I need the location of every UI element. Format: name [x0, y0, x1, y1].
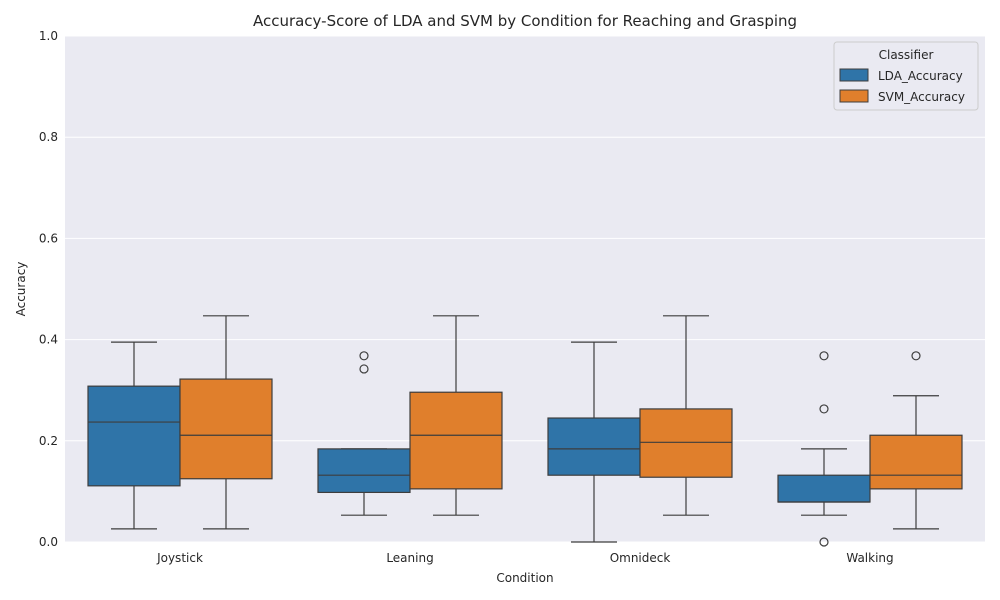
outlier-point: [819, 404, 829, 414]
box-lda-accuracy-walking: [777, 351, 871, 547]
legend: Classifier LDA_Accuracy SVM_Accuracy: [833, 41, 979, 111]
box-iqr: [547, 417, 641, 476]
box-iqr: [409, 391, 503, 490]
legend-swatch-svm: [839, 89, 869, 103]
x-tick-label: Joystick: [156, 551, 203, 565]
box-svm-accuracy-omnideck: [639, 315, 733, 516]
x-axis-ticks: Joystick Leaning Omnideck Walking: [156, 551, 894, 565]
y-tick-label: 0.2: [39, 434, 58, 448]
y-tick-label: 0.4: [39, 333, 58, 347]
box-iqr: [317, 448, 411, 494]
x-tick-label: Omnideck: [610, 551, 671, 565]
box-iqr: [87, 385, 181, 487]
y-axis-label: Accuracy: [14, 262, 28, 317]
y-tick-label: 0.6: [39, 231, 58, 245]
y-tick-label: 0.0: [39, 535, 58, 549]
outlier-point: [819, 351, 829, 361]
box-lda-accuracy-leaning: [317, 351, 411, 516]
box-lda-accuracy-joystick: [87, 341, 181, 530]
outlier-point: [359, 364, 369, 374]
x-tick-label: Leaning: [386, 551, 433, 565]
legend-title: Classifier: [879, 48, 934, 62]
outlier-point: [819, 537, 829, 547]
box-iqr: [179, 378, 273, 480]
outlier-point: [911, 351, 921, 361]
box-iqr: [639, 408, 733, 478]
y-axis-ticks: 0.0 0.2 0.4 0.6 0.8 1.0: [39, 29, 58, 549]
y-tick-label: 0.8: [39, 130, 58, 144]
box-svm-accuracy-joystick: [179, 315, 273, 530]
box-svm-accuracy-walking: [869, 351, 963, 530]
x-tick-label: Walking: [846, 551, 893, 565]
x-axis-label: Condition: [496, 571, 553, 585]
box-iqr: [869, 434, 963, 490]
outlier-point: [359, 351, 369, 361]
box-lda-accuracy-omnideck: [547, 341, 641, 543]
box-iqr: [777, 474, 871, 503]
legend-frame: [833, 41, 979, 111]
box-svm-accuracy-leaning: [409, 315, 503, 516]
legend-swatch-lda: [839, 68, 869, 82]
legend-label-lda: LDA_Accuracy: [878, 69, 963, 83]
chart-title: Accuracy-Score of LDA and SVM by Conditi…: [253, 12, 797, 30]
y-tick-label: 1.0: [39, 29, 58, 43]
box-plot-boxes: [87, 315, 963, 547]
legend-label-svm: SVM_Accuracy: [878, 90, 965, 104]
